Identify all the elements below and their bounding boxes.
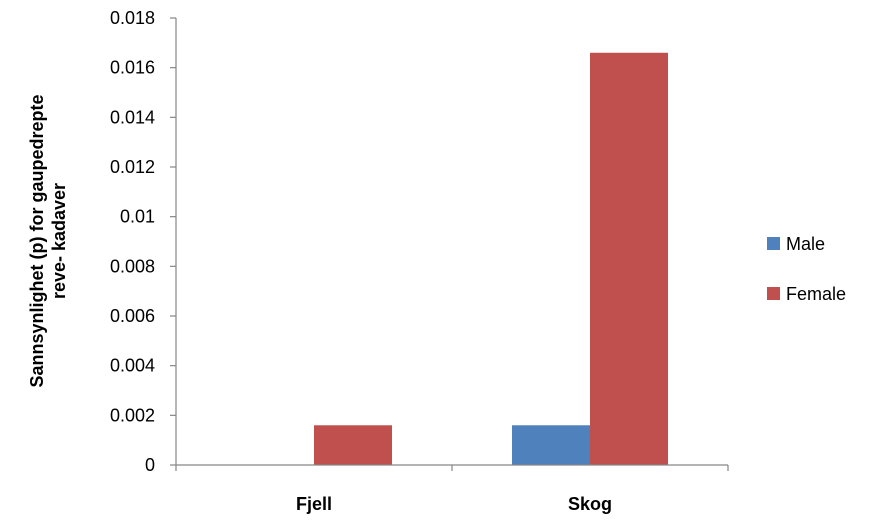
- x-category-label: Fjell: [296, 494, 332, 514]
- legend: Male Female: [767, 234, 846, 304]
- y-tick-label: 0: [145, 455, 155, 475]
- legend-swatch-male: [767, 237, 780, 250]
- legend-swatch-female: [767, 287, 780, 300]
- x-category-label: Skog: [568, 494, 612, 514]
- y-tick-label: 0.006: [110, 306, 155, 326]
- y-tick-label: 0.018: [110, 8, 155, 28]
- y-axis-label-line-2: reve- kadaver: [49, 183, 69, 299]
- legend-label-female: Female: [786, 284, 846, 304]
- y-tick-label: 0.014: [110, 107, 155, 127]
- legend-label-male: Male: [786, 234, 825, 254]
- bar-male-skog: [512, 425, 590, 465]
- x-axis-ticks: Fjell Skog: [175, 465, 729, 514]
- y-tick-label: 0.016: [110, 58, 155, 78]
- y-tick-label: 0.01: [120, 207, 155, 227]
- y-tick-label: 0.012: [110, 157, 155, 177]
- y-tick-label: 0.004: [110, 356, 155, 376]
- y-axis-label: Sannsynlighet (p) for gaupedrepte reve- …: [27, 94, 69, 387]
- y-tick-label: 0.008: [110, 256, 155, 276]
- bar-female-skog: [590, 52, 668, 466]
- bars: [314, 52, 668, 466]
- y-axis-label-line-1: Sannsynlighet (p) for gaupedrepte: [27, 94, 47, 387]
- y-axis-ticks: 0 0.002 0.004 0.006 0.008 0.01 0.012 0.014 0.016…: [110, 8, 176, 475]
- bar-female-fjell: [314, 425, 392, 465]
- y-tick-label: 0.002: [110, 405, 155, 425]
